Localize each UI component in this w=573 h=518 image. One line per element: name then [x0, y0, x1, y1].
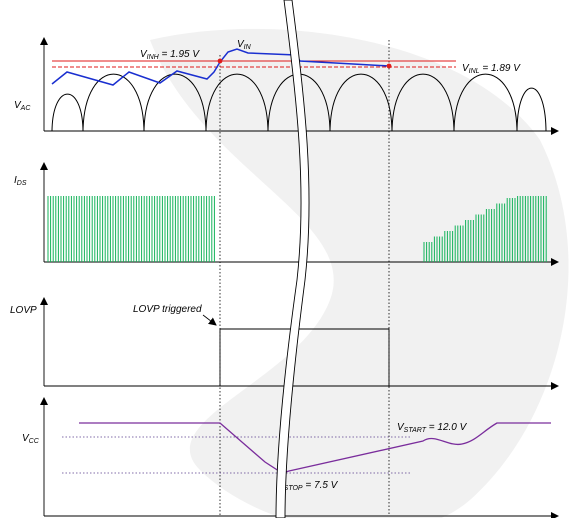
ids-axis-label: IDS: [14, 175, 27, 187]
lovp-triggered-arrow: [202, 314, 217, 326]
lovp-axis-label: LOVP: [10, 305, 37, 316]
vinl-label: VINL = 1.89 V: [462, 63, 521, 75]
vac-half-cycle: [453, 73, 518, 132]
vcc-waveform: [79, 422, 551, 474]
lovp-triggered-label: LOVP triggered: [133, 304, 202, 315]
background-watermark: [150, 28, 569, 518]
vac-half-cycle: [82, 73, 145, 132]
vac-half-cycle: [516, 87, 547, 132]
vac-half-cycle: [329, 73, 393, 132]
ids-pulse-train: [47, 196, 547, 262]
vac-axis-label: VAC: [14, 100, 31, 112]
vinl-crossing-marker: [386, 63, 392, 69]
vac-half-cycle: [205, 73, 269, 132]
vac-waveform: [51, 73, 547, 132]
vac-half-cycle: [51, 93, 84, 132]
vin-label: VIN: [237, 39, 252, 51]
time-break-band: [275, 0, 310, 518]
vcc-axis-label: VCC: [22, 433, 40, 445]
vstart-label: VSTART = 12.0 V: [397, 422, 468, 434]
vinh-crossing-marker: [217, 58, 223, 64]
lovp-signal: [44, 328, 556, 387]
vac-half-cycle: [391, 73, 455, 132]
vin-waveform: [51, 48, 390, 86]
vinh-label: VINH = 1.95 V: [140, 49, 200, 61]
vac-half-cycle: [143, 73, 207, 132]
